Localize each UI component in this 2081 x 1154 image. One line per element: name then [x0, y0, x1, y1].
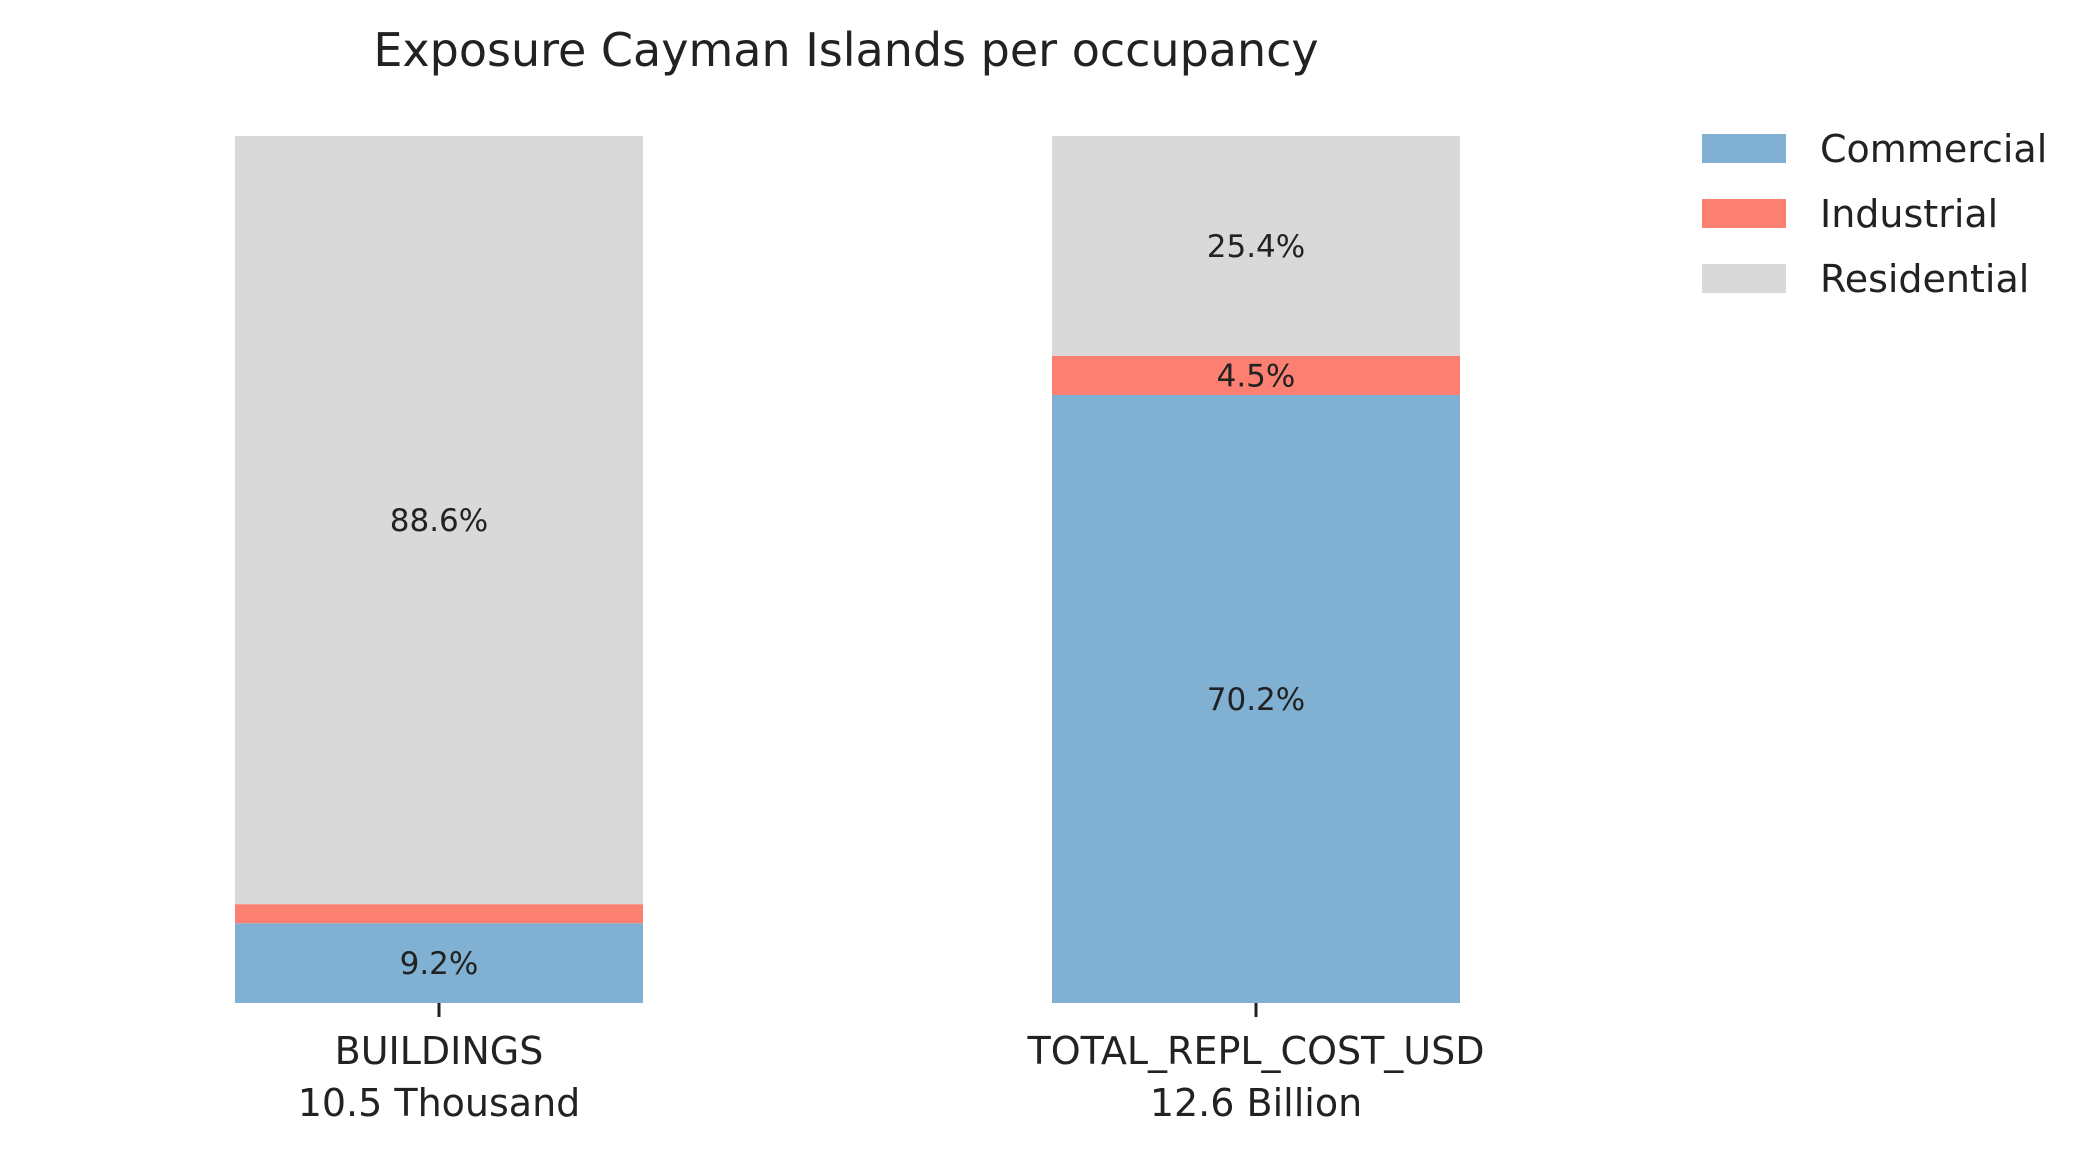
- legend-label-residential: Residential: [1820, 257, 2029, 301]
- legend-swatch-commercial: [1702, 134, 1786, 163]
- legend-label-commercial: Commercial: [1820, 127, 2047, 171]
- x-tick-total-total_repl_cost_usd: 12.6 Billion: [1150, 1081, 1362, 1125]
- data-labels-group: 9.2% 88.6% 70.2% 4.5% 25.4%: [390, 229, 1305, 982]
- chart-title: Exposure Cayman Islands per occupancy: [373, 23, 1318, 77]
- legend-swatch-residential: [1702, 264, 1786, 293]
- x-tick-label-buildings: BUILDINGS: [335, 1029, 544, 1073]
- bar-commercial-buildings: [235, 923, 643, 1003]
- legend-swatch-industrial: [1702, 199, 1786, 228]
- data-label-industrial-total_repl_cost_usd: 4.5%: [1217, 358, 1296, 394]
- bar-residential-buildings: [235, 136, 643, 905]
- data-label-commercial-buildings: 9.2%: [400, 946, 479, 982]
- data-label-residential-buildings: 88.6%: [390, 503, 488, 539]
- data-label-residential-total_repl_cost_usd: 25.4%: [1207, 229, 1305, 265]
- x-axis: BUILDINGS 10.5 Thousand TOTAL_REPL_COST_US…: [298, 1003, 1485, 1125]
- data-label-commercial-total_repl_cost_usd: 70.2%: [1207, 682, 1305, 718]
- bar-commercial-total_repl_cost_usd: [1052, 394, 1460, 1004]
- bar-industrial-total_repl_cost_usd: [1052, 355, 1460, 395]
- bar-residential-total_repl_cost_usd: [1052, 136, 1460, 356]
- bars-group: [235, 136, 1460, 1004]
- legend: Commercial Industrial Residential: [1702, 127, 2047, 301]
- x-tick-label-total_repl_cost_usd: TOTAL_REPL_COST_USD: [1026, 1029, 1484, 1073]
- x-tick-total-buildings: 10.5 Thousand: [298, 1081, 581, 1125]
- legend-label-industrial: Industrial: [1820, 192, 1998, 236]
- bar-industrial-buildings: [235, 904, 643, 924]
